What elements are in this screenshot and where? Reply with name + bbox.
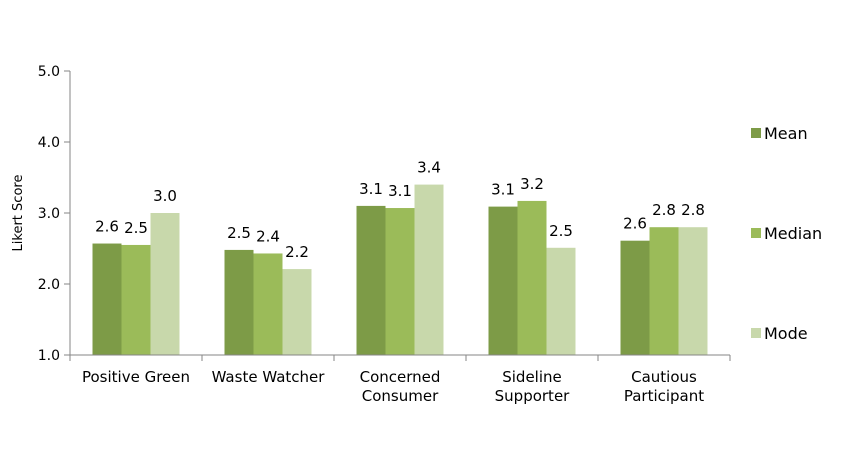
legend-swatch-mean <box>751 128 761 138</box>
bar-mode-4 <box>678 227 708 355</box>
x-category-label: Supporter <box>495 387 571 405</box>
bar-mean-4 <box>620 240 650 355</box>
legend-label-median: Median <box>764 224 822 243</box>
legend-swatch-median <box>751 228 761 238</box>
data-label-mean-1: 2.5 <box>227 224 251 242</box>
data-label-median-1: 2.4 <box>256 227 280 245</box>
data-label-mean-2: 3.1 <box>359 180 383 198</box>
y-tick-label: 3.0 <box>38 206 60 222</box>
x-category-label: Waste Watcher <box>212 368 326 386</box>
data-label-mean-3: 3.1 <box>491 181 515 199</box>
x-category-label: Concerned <box>360 368 441 386</box>
legend-swatch-mode <box>751 328 761 338</box>
data-label-median-2: 3.1 <box>388 182 412 200</box>
bar-median-4 <box>649 227 679 355</box>
bar-mode-3 <box>546 247 576 355</box>
x-category-label: Consumer <box>362 387 439 405</box>
bar-mean-3 <box>488 206 518 355</box>
bar-median-3 <box>517 200 547 355</box>
bar-mode-1 <box>282 269 312 355</box>
bar-mode-2 <box>414 184 444 355</box>
bars-group <box>92 184 708 355</box>
data-label-mean-4: 2.6 <box>623 215 647 233</box>
x-category-label: Positive Green <box>82 368 190 386</box>
x-category-label: Sideline <box>502 368 562 386</box>
data-label-median-4: 2.8 <box>652 201 676 219</box>
data-label-mode-0: 3.0 <box>153 187 177 205</box>
bar-mean-1 <box>224 249 254 355</box>
data-label-mode-2: 3.4 <box>417 159 441 177</box>
bar-mean-0 <box>92 243 122 355</box>
data-label-mode-3: 2.5 <box>549 222 573 240</box>
bar-median-1 <box>253 253 283 355</box>
legend-label-mode: Mode <box>764 324 808 343</box>
y-tick-label: 2.0 <box>38 277 60 293</box>
legend: Mean Median Mode <box>751 124 822 343</box>
data-label-mean-0: 2.6 <box>95 218 119 236</box>
bar-median-0 <box>121 244 151 355</box>
data-labels-group: 2.6 2.5 3.1 3.1 2.6 2.5 2.4 3.1 3.2 2.8 3.0 2.2 3.4 2… <box>95 159 705 261</box>
bar-median-2 <box>385 208 415 355</box>
data-label-mode-4: 2.8 <box>681 201 705 219</box>
x-category-label: Participant <box>624 387 704 405</box>
bar-mode-0 <box>150 213 180 355</box>
y-tick-label: 4.0 <box>38 135 60 151</box>
x-category-label: Cautious <box>631 368 697 386</box>
y-tick-label: 1.0 <box>38 348 60 364</box>
axes-group: 1.0 2.0 3.0 4.0 5.0 Positive Green Waste Watch… <box>38 64 731 405</box>
data-label-median-0: 2.5 <box>124 219 148 237</box>
bar-mean-2 <box>356 205 386 355</box>
data-label-mode-1: 2.2 <box>285 243 309 261</box>
y-axis-title: Likert Score <box>11 175 26 252</box>
y-tick-label: 5.0 <box>38 64 60 80</box>
legend-label-mean: Mean <box>764 124 808 143</box>
data-label-median-3: 3.2 <box>520 175 544 193</box>
